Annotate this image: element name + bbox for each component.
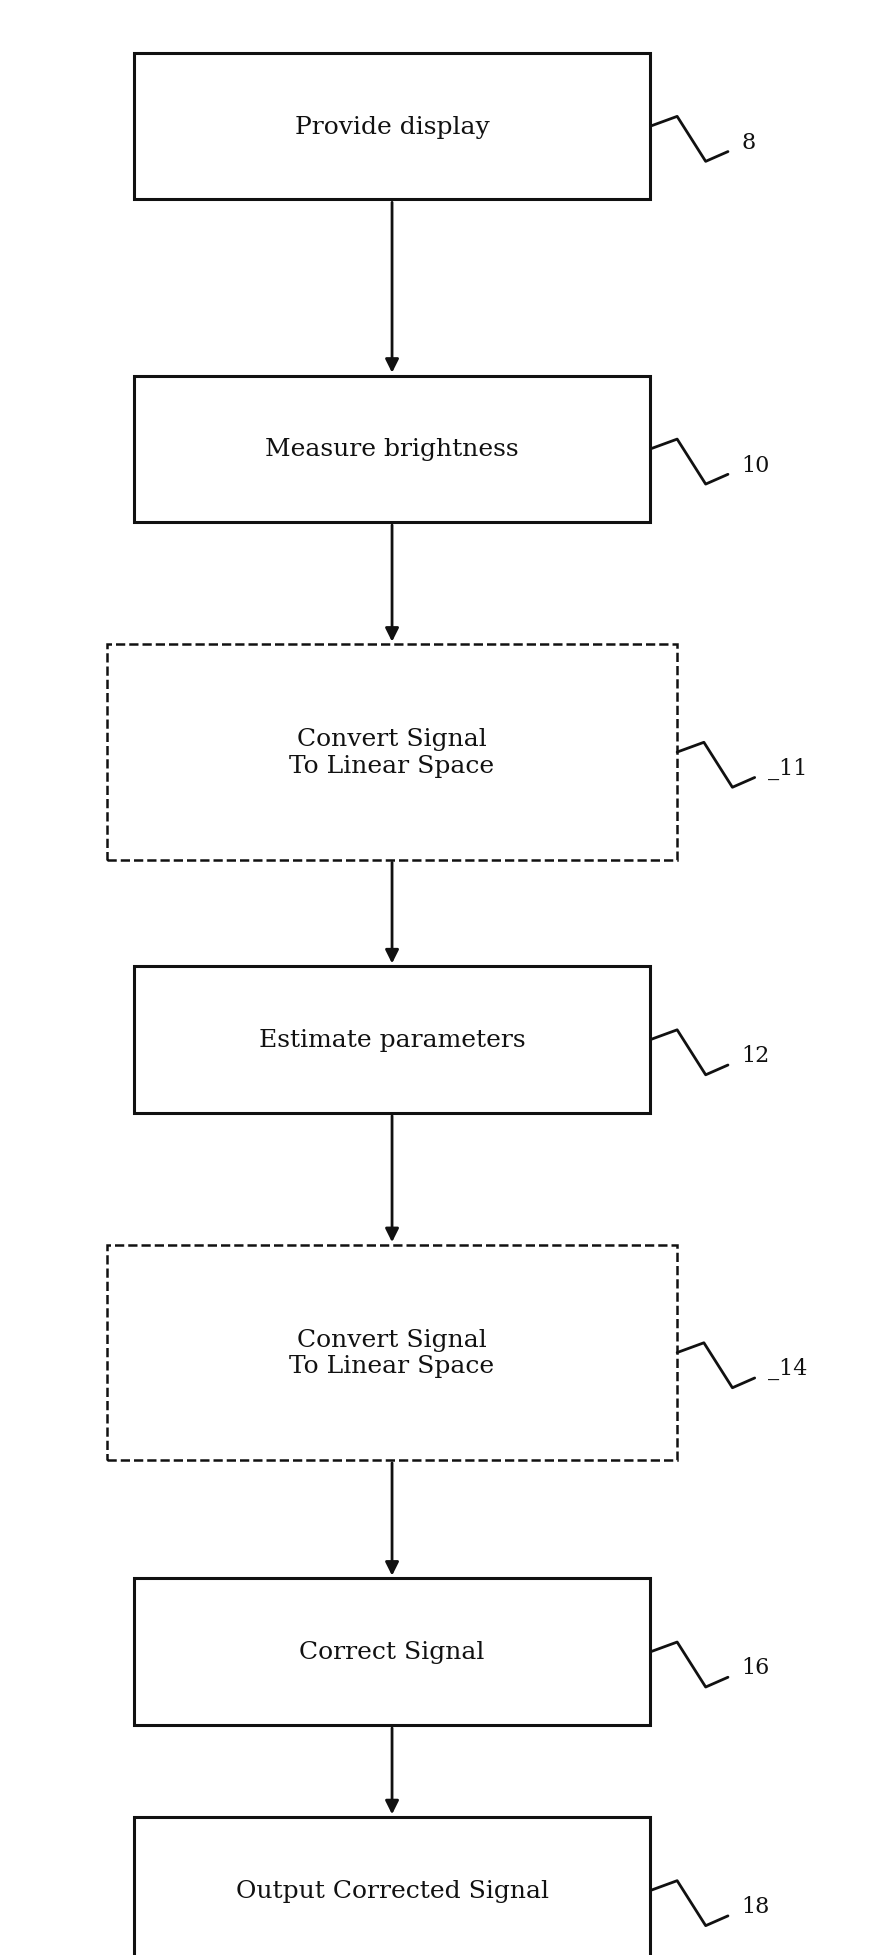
Text: _11: _11: [768, 757, 807, 780]
Bar: [134, 1818, 650, 1955]
Text: _14: _14: [768, 1357, 807, 1380]
Text: Correct Signal: Correct Signal: [299, 1640, 485, 1664]
Text: Measure brightness: Measure brightness: [266, 438, 519, 461]
Bar: [134, 1580, 650, 1726]
Bar: [134, 53, 650, 199]
Text: 16: 16: [741, 1656, 770, 1679]
Text: Output Corrected Signal: Output Corrected Signal: [235, 1879, 549, 1902]
Text: Estimate parameters: Estimate parameters: [258, 1028, 526, 1052]
Text: 18: 18: [741, 1894, 770, 1918]
Bar: [134, 375, 650, 522]
Bar: [107, 645, 677, 860]
Text: 12: 12: [741, 1044, 770, 1067]
Text: Provide display: Provide display: [295, 115, 489, 139]
Text: 8: 8: [741, 131, 756, 154]
Bar: [134, 966, 650, 1112]
Bar: [107, 1245, 677, 1460]
Text: 10: 10: [741, 454, 770, 477]
Text: Convert Signal
To Linear Space: Convert Signal To Linear Space: [290, 727, 495, 778]
Text: Convert Signal
To Linear Space: Convert Signal To Linear Space: [290, 1327, 495, 1378]
